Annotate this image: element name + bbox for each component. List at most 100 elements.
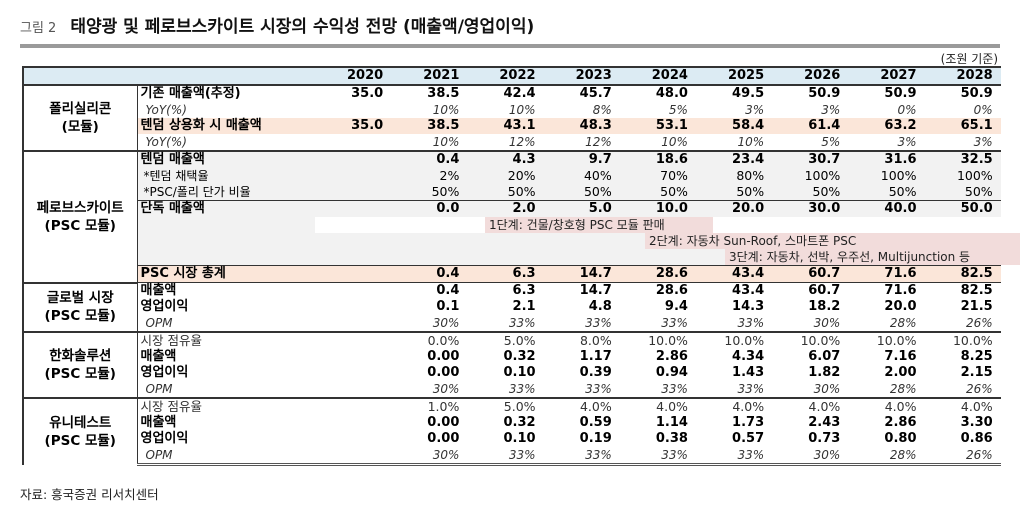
row-label: *PSC/폴리 단가 비율 (137, 184, 315, 201)
cell-value: 50% (391, 184, 468, 201)
global-category: 글로벌 시장 (PSC 모듈) (22, 281, 138, 332)
row-label: 영업이익 (140, 365, 189, 380)
cell-value: 35.0 (315, 84, 392, 102)
cell-value: 60.7 (772, 265, 849, 283)
cell-value: 50% (695, 184, 773, 201)
cell-value: 38.5 (391, 118, 468, 134)
cell-value: 5.0% (467, 397, 544, 415)
cell-value: 10% (737, 135, 765, 149)
cell-value: 33% (737, 316, 765, 330)
cell-value: 4.0% (695, 397, 773, 415)
table-row: PSC 시장 총계 0.4 6.3 14.7 28.6 43.4 60.7 71.6 82.5 (23, 265, 1001, 283)
cell-value: 33% (619, 447, 696, 466)
table-row: 매출액 0.00 0.32 0.59 1.14 1.73 2.43 2.86 3.30 (23, 415, 1001, 431)
cell-value: 2.1 (512, 299, 536, 314)
cell-value: 4.0% (543, 397, 620, 415)
header-blank (22, 66, 137, 86)
cell-value: 5.0% (467, 331, 544, 349)
cell-value: 10% (432, 135, 460, 149)
cell-value: 3% (745, 103, 765, 117)
cell-value: 0.38 (655, 431, 688, 446)
cell-value: 0.4 (391, 150, 468, 168)
cell-value: 4.3 (467, 150, 544, 168)
cell-value: 30% (391, 447, 468, 466)
cell-value: 26% (966, 382, 993, 396)
cell-value (315, 299, 391, 315)
table-row: 페로브스카이트 (PSC 모듈) 텐덤 매출액 0.4 4.3 9.7 18.6 23.4 30… (22, 150, 1001, 283)
cell-value (315, 415, 391, 431)
cell-value: 10.0% (695, 331, 773, 349)
cell-value: 58.4 (695, 118, 773, 134)
cell-value: 0.94 (655, 365, 688, 380)
cell-value: 0.4 (391, 265, 468, 283)
cell-value: 9.4 (664, 299, 688, 314)
cell-value: 35.0 (315, 118, 392, 134)
cell-value: 4.8 (588, 299, 612, 314)
cell-value: 33% (737, 382, 765, 396)
cell-value: 71.6 (848, 265, 925, 283)
cell-value: 33% (661, 316, 688, 330)
cell-value: 14.3 (732, 299, 765, 314)
unitest-category: 유니테스트 (PSC 모듈) (22, 397, 138, 465)
cell-value: 0.19 (579, 431, 612, 446)
cell-value: 10% (432, 103, 460, 117)
cell-value: 0.10 (503, 431, 536, 446)
cell-value: 2.0 (467, 200, 544, 217)
stage-spacer (137, 233, 315, 249)
cell-value: 21.5 (960, 299, 993, 314)
cell-value: 0.59 (579, 415, 612, 430)
category-text: (모듈) (61, 119, 99, 135)
cell-value: 1.14 (655, 415, 688, 430)
cell-value: 26% (966, 316, 993, 330)
header-blank-label (137, 66, 315, 86)
cell-value: 23.4 (695, 150, 773, 168)
cell-value (315, 381, 391, 398)
cell-value: 5% (668, 103, 688, 117)
stage-cell: 1단계: 건물/창호형 PSC 모듈 판매 (315, 217, 1001, 233)
cell-value: 31.6 (848, 150, 925, 168)
figure-label: 그림 2 (20, 21, 57, 36)
cell-value (315, 431, 391, 447)
cell-value: 0.10 (503, 365, 536, 380)
cell-value: 10.0% (848, 331, 925, 349)
cell-value: 48.3 (543, 118, 620, 134)
row-label: OPM (145, 316, 173, 330)
cell-value (315, 397, 392, 415)
cell-value: 28.6 (619, 265, 696, 283)
table-row: *텐덤 채택율 2% 20% 40% 70% 80% 100% 100% 100% (23, 168, 1001, 184)
cell-value: 50% (543, 184, 620, 201)
cell-value: 4.0% (848, 397, 925, 415)
cell-value: 50% (848, 184, 925, 201)
cell-value: 43.4 (695, 265, 773, 283)
cell-value: 28% (889, 316, 917, 330)
table-row: YoY(%) 10% 10% 8% 5% 3% 3% 0% 0% (23, 102, 1001, 118)
cell-value: 0.32 (503, 349, 536, 364)
table-row: *PSC/폴리 단가 비율 50% 50% 50% 50% 50% 50% 50% 50% (23, 184, 1001, 201)
cell-value: 30% (813, 382, 841, 396)
category-text: 글로벌 시장 (46, 290, 114, 307)
cell-value: 4.0% (772, 397, 849, 415)
cell-value: 40% (543, 168, 620, 184)
cell-value: 2% (391, 168, 468, 184)
cell-value: 50.0 (924, 200, 1001, 217)
cell-value: 12% (508, 135, 536, 149)
cell-value: 0.39 (579, 365, 612, 380)
cell-value: 0.4 (391, 282, 468, 299)
cell-value: 33% (467, 447, 544, 466)
cell-value: 4.34 (732, 349, 765, 364)
cell-value: 0.00 (427, 349, 460, 364)
year-header: 2023 (543, 66, 620, 86)
cell-value: 50.9 (848, 84, 925, 102)
cell-value: 0% (897, 103, 917, 117)
cell-value: 65.1 (924, 118, 1001, 134)
cell-value (315, 102, 391, 118)
cell-value: 53.1 (619, 118, 696, 134)
cell-value (315, 315, 391, 332)
cell-value: 50% (467, 184, 544, 201)
cell-value: 28% (848, 447, 925, 466)
row-label: 매출액 (140, 349, 177, 364)
stage-label: 3단계: 자동차, 선박, 우주선, Multijunction 등 (725, 249, 1020, 265)
year-header: 2022 (467, 66, 544, 86)
cell-value: 50.9 (772, 84, 849, 102)
row-label: YoY(%) (145, 103, 187, 117)
